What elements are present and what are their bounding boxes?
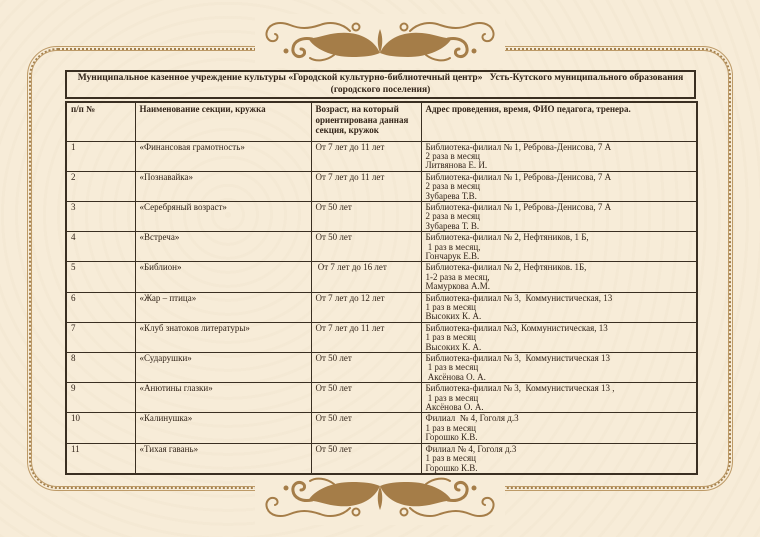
section-name: «Финансовая грамотность»	[134, 140, 312, 172]
address-details: Библиотека-филиал № 3, Коммунистическая …	[420, 382, 698, 414]
document-content: Муниципальное казенное учреждение культу…	[65, 70, 698, 475]
age-range: От 50 лет	[310, 231, 422, 263]
column-header-section-name: Наименование секции, кружка	[134, 101, 312, 142]
institution-title: Муниципальное казенное учреждение культу…	[65, 70, 696, 99]
address-details: Филиал № 4, Гоголя д.3 1 раз в месяц Гор…	[420, 412, 698, 444]
table-body: 1 «Финансовая грамотность» От 7 лет до 11 …	[65, 140, 698, 475]
column-header-address: Адрес проведения, время, ФИО педагога, т…	[420, 101, 698, 142]
address-details: Библиотека-филиал № 1, Реброва-Денисова,…	[420, 200, 698, 233]
row-number: 2	[65, 170, 136, 202]
table-row: 10 «Калинушка» От 50 лет Филиал № 4, Гоголя…	[65, 412, 698, 444]
section-name: «Библион»	[134, 261, 312, 293]
section-name: «Тихая гавань»	[134, 442, 312, 475]
age-range: От 50 лет	[310, 412, 422, 444]
age-range: От 50 лет	[310, 442, 422, 475]
address-details: Библиотека-филиал № 1, Реброва-Денисова,…	[420, 170, 698, 202]
table-row: 9 «Анютины глазки» От 50 лет Библиотека-фил…	[65, 382, 698, 414]
table-row: 2 «Познавайка» От 7 лет до 11 лет Библиотек…	[65, 170, 698, 202]
flourish-icon	[264, 477, 496, 518]
table-row: 3 «Серебряный возраст» От 50 лет Библиотека…	[65, 200, 698, 233]
row-number: 4	[65, 231, 136, 263]
flourish-ornament-top	[255, 14, 505, 68]
row-number: 9	[65, 382, 136, 414]
age-range: От 7 лет до 11 лет	[310, 321, 422, 354]
age-range: От 7 лет до 16 лет	[310, 261, 422, 293]
row-number: 6	[65, 291, 136, 323]
address-details: Библиотека-филиал №3, Коммунистическая, …	[420, 321, 698, 354]
clubs-table: п/п № Наименование секции, кружка Возрас…	[65, 101, 698, 475]
age-range: От 7 лет до 11 лет	[310, 170, 422, 202]
table-row: 7 «Клуб знатоков литературы» От 7 лет до 1…	[65, 321, 698, 354]
row-number: 8	[65, 352, 136, 384]
column-header-age: Возраст, на который ориентирована данная…	[310, 101, 422, 142]
section-name: «Встреча»	[134, 231, 312, 263]
section-name: «Жар – птица»	[134, 291, 312, 323]
row-number: 3	[65, 200, 136, 233]
column-header-number: п/п №	[65, 101, 136, 142]
table-header-row: п/п № Наименование секции, кружка Возрас…	[65, 101, 698, 142]
age-range: От 50 лет	[310, 382, 422, 414]
age-range: От 7 лет до 11 лет	[310, 140, 422, 172]
address-details: Библиотека-филиал № 3, Коммунистическая …	[420, 352, 698, 384]
row-number: 11	[65, 442, 136, 475]
section-name: «Сударушки»	[134, 352, 312, 384]
section-name: «Анютины глазки»	[134, 382, 312, 414]
table-row: 6 «Жар – птица» От 7 лет до 12 лет Библиоте…	[65, 291, 698, 323]
section-name: «Серебряный возраст»	[134, 200, 312, 233]
table-row: 1 «Финансовая грамотность» От 7 лет до 11 …	[65, 140, 698, 172]
table-row: 11 «Тихая гавань» От 50 лет Филиал № 4, Гог…	[65, 442, 698, 475]
age-range: От 50 лет	[310, 352, 422, 384]
row-number: 5	[65, 261, 136, 293]
flourish-ornament-bottom	[255, 471, 505, 525]
age-range: От 50 лет	[310, 200, 422, 233]
section-name: «Познавайка»	[134, 170, 312, 202]
table-row: 5 «Библион» От 7 лет до 16 лет Библиотека-…	[65, 261, 698, 293]
row-number: 7	[65, 321, 136, 354]
address-details: Библиотека-филиал № 1, Реброва-Денисова,…	[420, 140, 698, 172]
row-number: 1	[65, 140, 136, 172]
address-details: Библиотека-филиал № 2, Нефтяников, 1 Б, …	[420, 231, 698, 263]
row-number: 10	[65, 412, 136, 444]
table-row: 8 «Сударушки» От 50 лет Библиотека-филиал №…	[65, 352, 698, 384]
section-name: «Клуб знатоков литературы»	[134, 321, 312, 354]
address-details: Библиотека-филиал № 3, Коммунистическая,…	[420, 291, 698, 323]
flourish-icon	[264, 21, 495, 62]
age-range: От 7 лет до 12 лет	[310, 291, 422, 323]
section-name: «Калинушка»	[134, 412, 312, 444]
address-details: Библиотека-филиал № 2, Нефтяников. 1Б, 1…	[420, 261, 698, 293]
table-row: 4 «Встреча» От 50 лет Библиотека-филиал № 2…	[65, 231, 698, 263]
address-details: Филиал № 4, Гоголя д.3 1 раз в месяц Гор…	[420, 442, 698, 475]
